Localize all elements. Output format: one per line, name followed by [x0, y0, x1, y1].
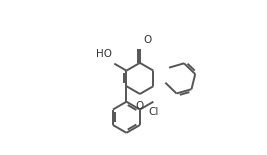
Text: HO: HO: [96, 49, 112, 59]
Text: O: O: [144, 35, 152, 45]
Text: Cl: Cl: [148, 107, 159, 117]
Text: O: O: [136, 101, 144, 111]
